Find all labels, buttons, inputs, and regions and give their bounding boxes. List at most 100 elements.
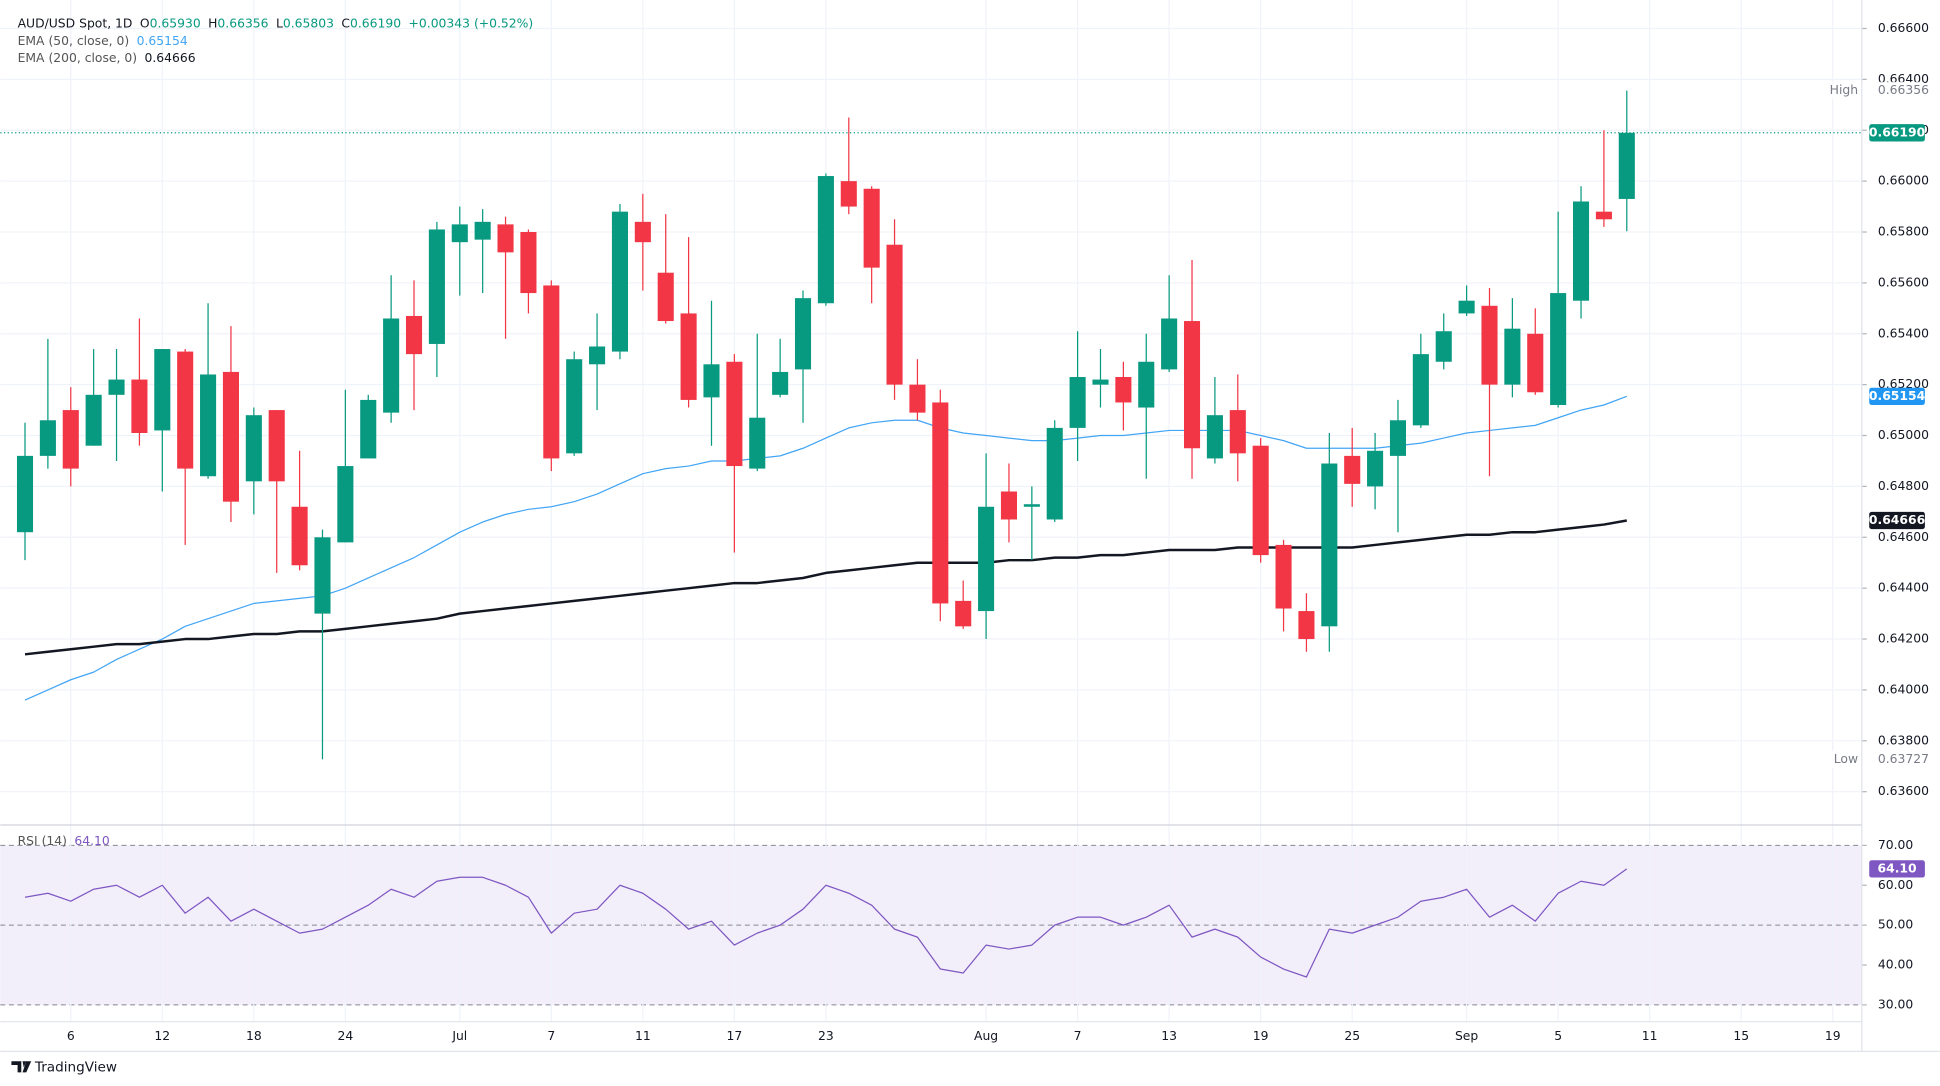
candle-body	[1046, 427, 1063, 520]
x-tick-label: 11	[1642, 1029, 1658, 1043]
price-tag-label: 0.66190	[1869, 125, 1926, 139]
series-last-value: 64.10	[74, 834, 110, 848]
x-tick-label: 7	[1074, 1029, 1082, 1043]
x-tick-label: 18	[246, 1029, 262, 1043]
candle-body	[909, 384, 926, 413]
price-tag	[1869, 387, 1925, 406]
candle-body	[383, 318, 400, 413]
candle-body	[1412, 354, 1429, 426]
brand-name: TradingView	[34, 1059, 117, 1075]
candle-body	[1595, 211, 1612, 220]
x-tick-label: 25	[1344, 1029, 1360, 1043]
price-tag	[1869, 124, 1925, 142]
price-tag	[1869, 511, 1925, 530]
y-tick-label: 0.63800	[1878, 733, 1929, 747]
candle-body	[1229, 410, 1246, 454]
x-tick-label: 5	[1554, 1029, 1562, 1043]
candle-body	[1321, 463, 1338, 627]
candle-body	[1550, 293, 1567, 406]
x-tick-label: 24	[337, 1029, 353, 1043]
candle-body	[1275, 544, 1292, 609]
marks	[16, 90, 1635, 978]
x-tick-label: 15	[1733, 1029, 1749, 1043]
series-line	[24, 868, 1628, 978]
candle-body	[1115, 377, 1132, 403]
candle-body	[657, 272, 674, 322]
candle-body	[1092, 379, 1109, 385]
x-tick-label: 6	[67, 1029, 75, 1043]
y-tick-label: 0.65200	[1878, 377, 1929, 391]
y-tick-label: 30.00	[1878, 997, 1914, 1011]
candle-body	[955, 600, 972, 627]
candle-body	[1527, 333, 1544, 393]
price-tag-label: 0.65154	[1869, 389, 1926, 403]
candle-body	[108, 379, 125, 395]
y-tick-label: 0.63600	[1878, 784, 1929, 798]
labels: 6 12 18 24 Jul 7 11 17 23 Aug 7 13 19 25 Sep 5 11 15 19 0.6…	[18, 16, 1930, 1043]
candle-body	[405, 315, 423, 355]
y-tick-label: 60.00	[1878, 878, 1914, 892]
candle-body	[428, 229, 445, 344]
y-tick-label: 0.65400	[1878, 326, 1929, 340]
x-tick-label: 23	[818, 1029, 834, 1043]
extreme-tag-value: 0.66356	[1878, 83, 1929, 97]
candle-body	[1183, 321, 1201, 449]
candle-body	[817, 176, 834, 304]
candle-body	[749, 417, 766, 469]
candle-body	[291, 506, 308, 566]
price-tag-label: 0.64666	[1869, 513, 1925, 527]
candle-body	[1206, 415, 1223, 459]
series-legend: RSI (14) 64.10	[18, 834, 110, 848]
candle-body	[360, 399, 377, 459]
y-tick-label: 0.65000	[1878, 428, 1929, 442]
price-tag	[1869, 860, 1925, 878]
y-tick-label: 40.00	[1878, 958, 1914, 972]
candle-body	[1023, 504, 1040, 507]
candle-body	[1458, 300, 1475, 314]
candle-body	[131, 379, 148, 433]
candle-body	[245, 415, 262, 482]
candle-body	[62, 410, 79, 469]
series-last-value: 0.64666	[145, 51, 196, 65]
candle-body	[1252, 445, 1269, 556]
candle-body	[726, 361, 743, 467]
candle-body	[474, 221, 491, 240]
candle-body	[566, 359, 583, 454]
y-tick-label: 0.64400	[1878, 581, 1929, 595]
series-name: EMA (200, close, 0)	[18, 51, 138, 65]
x-tick-label: Sep	[1455, 1029, 1478, 1043]
series-legend: EMA (200, close, 0) 0.64666	[18, 51, 196, 65]
candle-body	[1000, 491, 1018, 520]
extreme-tag-name: Low	[1834, 752, 1858, 766]
candle-body	[1367, 450, 1384, 487]
x-tick-label: 7	[547, 1029, 555, 1043]
x-tick-label: Jul	[451, 1029, 467, 1043]
y-tick-label: 0.64800	[1878, 479, 1929, 493]
symbol-legend: AUD/USD Spot, 1D O0.65930 H0.66356 L0.65803…	[18, 16, 534, 30]
series-last-value: 0.65154	[137, 33, 188, 47]
x-tick-label: 17	[727, 1029, 743, 1043]
extreme-tag-name: High	[1830, 83, 1858, 97]
y-tick-label: 0.64000	[1878, 682, 1929, 696]
ohlc-value: 0.65930	[150, 16, 201, 30]
candle-body	[1298, 611, 1315, 640]
candle-body	[314, 537, 331, 614]
extreme-tag-value: 0.63727	[1878, 752, 1929, 766]
candle-body	[1069, 377, 1086, 428]
brand-logo[interactable]: TradingView	[11, 1059, 117, 1075]
candle-body	[497, 224, 514, 253]
candle-body	[222, 371, 239, 502]
candle-body	[680, 313, 697, 400]
x-tick-label: 13	[1161, 1029, 1177, 1043]
candle-body	[1389, 420, 1407, 456]
candle-body	[611, 211, 628, 352]
x-tick-label: 11	[635, 1029, 651, 1043]
y-tick-label: 0.66000	[1878, 174, 1929, 188]
symbol-title: AUD/USD Spot, 1D	[18, 16, 133, 30]
candle-body	[1344, 455, 1361, 484]
series-line	[24, 395, 1628, 701]
candle-body	[543, 285, 560, 459]
candle-body	[1504, 328, 1521, 385]
x-tick-label: 12	[154, 1029, 170, 1043]
